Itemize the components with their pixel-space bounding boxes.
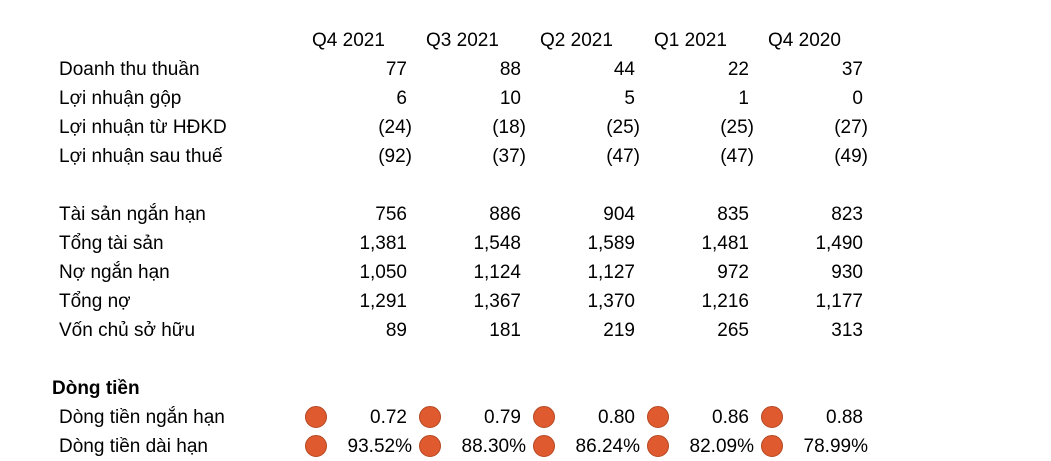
cell-value: 0.80 (598, 407, 635, 428)
header-q3-2021: Q3 2021 (426, 30, 499, 51)
cell-value: (27) (834, 117, 868, 138)
row-label: Nợ ngắn hạn (59, 262, 170, 283)
header-q1-2021: Q1 2021 (654, 30, 727, 51)
section-header-row: Dòng tiền (0, 374, 1051, 403)
table-row: Lợi nhuận gộp 6 10 5 1 0 (0, 84, 1051, 113)
status-indicator-icon (419, 435, 441, 457)
status-indicator-icon (647, 406, 669, 428)
row-label: Dòng tiền ngắn hạn (59, 407, 225, 428)
cell-value: 1,291 (359, 291, 407, 312)
cell-value: 181 (489, 320, 521, 341)
cell-value: 1,127 (587, 262, 635, 283)
cell-value: 823 (831, 204, 863, 225)
cell-value: 1,124 (473, 262, 521, 283)
status-indicator-icon (647, 435, 669, 457)
row-label: Doanh thu thuần (59, 59, 200, 80)
cell-value: 1,589 (587, 233, 635, 254)
cell-value: 44 (613, 59, 635, 80)
cell-value: 0 (852, 88, 863, 109)
cell-value: 88 (499, 59, 521, 80)
row-label: Lợi nhuận gộp (59, 88, 182, 109)
table-row: Tài sản ngắn hạn 756 886 904 835 823 (0, 200, 1051, 229)
header-row: Q4 2021 Q3 2021 Q2 2021 Q1 2021 Q4 2020 (0, 26, 1051, 55)
cell-value: 86.24% (575, 436, 640, 457)
cell-value: 219 (603, 320, 635, 341)
cell-value: 0.88 (826, 407, 863, 428)
header-q4-2021: Q4 2021 (312, 30, 385, 51)
cell-value: 835 (717, 204, 749, 225)
status-indicator-icon (761, 406, 783, 428)
cell-value: 1,367 (473, 291, 521, 312)
cell-value: 89 (385, 320, 407, 341)
cell-value: 972 (717, 262, 749, 283)
cell-value: 1,490 (815, 233, 863, 254)
cell-value: (25) (720, 117, 754, 138)
cell-value: 37 (841, 59, 863, 80)
table-row: Dòng tiền ngắn hạn 0.72 0.79 0.80 0.86 0… (0, 403, 1051, 432)
section-title-cashflow: Dòng tiền (52, 378, 140, 399)
cell-value: (47) (606, 146, 640, 167)
cell-value: (25) (606, 117, 640, 138)
cell-value: 1,216 (701, 291, 749, 312)
cell-value: 93.52% (347, 436, 412, 457)
table-row: Doanh thu thuần 77 88 44 22 37 (0, 55, 1051, 84)
cell-value: 10 (499, 88, 521, 109)
cell-value: 313 (831, 320, 863, 341)
cell-value: 1,177 (815, 291, 863, 312)
cell-value: 886 (489, 204, 521, 225)
cell-value: 6 (396, 88, 407, 109)
cell-value: 265 (717, 320, 749, 341)
cell-value: (24) (378, 117, 412, 138)
status-indicator-icon (419, 406, 441, 428)
cell-value: (37) (492, 146, 526, 167)
cell-value: 1 (738, 88, 749, 109)
cell-value: 77 (385, 59, 407, 80)
status-indicator-icon (533, 435, 555, 457)
cell-value: 82.09% (689, 436, 754, 457)
cell-value: 930 (831, 262, 863, 283)
status-indicator-icon (305, 435, 327, 457)
cell-value: (49) (834, 146, 868, 167)
cell-value: 0.79 (484, 407, 521, 428)
cell-value: 1,370 (587, 291, 635, 312)
status-indicator-icon (305, 406, 327, 428)
row-label: Dòng tiền dài hạn (59, 436, 208, 457)
cell-value: (92) (378, 146, 412, 167)
cell-value: 904 (603, 204, 635, 225)
table-row: Nợ ngắn hạn 1,050 1,124 1,127 972 930 (0, 258, 1051, 287)
row-label: Lợi nhuận từ HĐKD (59, 117, 227, 138)
header-q4-2020: Q4 2020 (768, 30, 841, 51)
header-q2-2021: Q2 2021 (540, 30, 613, 51)
cell-value: (47) (720, 146, 754, 167)
cell-value: 5 (624, 88, 635, 109)
table-row: Vốn chủ sở hữu 89 181 219 265 313 (0, 316, 1051, 345)
table-row: Lợi nhuận từ HĐKD (24) (18) (25) (25) (2… (0, 113, 1051, 142)
table-row: Lợi nhuận sau thuế (92) (37) (47) (47) (… (0, 142, 1051, 171)
cell-value: 88.30% (461, 436, 526, 457)
status-indicator-icon (761, 435, 783, 457)
cell-value: 0.86 (712, 407, 749, 428)
cell-value: (18) (492, 117, 526, 138)
cell-value: 756 (375, 204, 407, 225)
cell-value: 1,050 (359, 262, 407, 283)
row-label: Vốn chủ sở hữu (59, 320, 196, 341)
cell-value: 22 (727, 59, 749, 80)
cell-value: 78.99% (803, 436, 868, 457)
row-label: Tài sản ngắn hạn (59, 204, 206, 225)
row-label: Tổng nợ (59, 291, 131, 312)
row-label: Lợi nhuận sau thuế (59, 146, 223, 167)
table-row: Tổng nợ 1,291 1,367 1,370 1,216 1,177 (0, 287, 1051, 316)
status-indicator-icon (533, 406, 555, 428)
cell-value: 1,548 (473, 233, 521, 254)
cell-value: 1,381 (359, 233, 407, 254)
table-row: Dòng tiền dài hạn 93.52% 88.30% 86.24% 8… (0, 432, 1051, 461)
cell-value: 1,481 (701, 233, 749, 254)
table-row: Tổng tài sản 1,381 1,548 1,589 1,481 1,4… (0, 229, 1051, 258)
cell-value: 0.72 (370, 407, 407, 428)
row-label: Tổng tài sản (59, 233, 164, 254)
